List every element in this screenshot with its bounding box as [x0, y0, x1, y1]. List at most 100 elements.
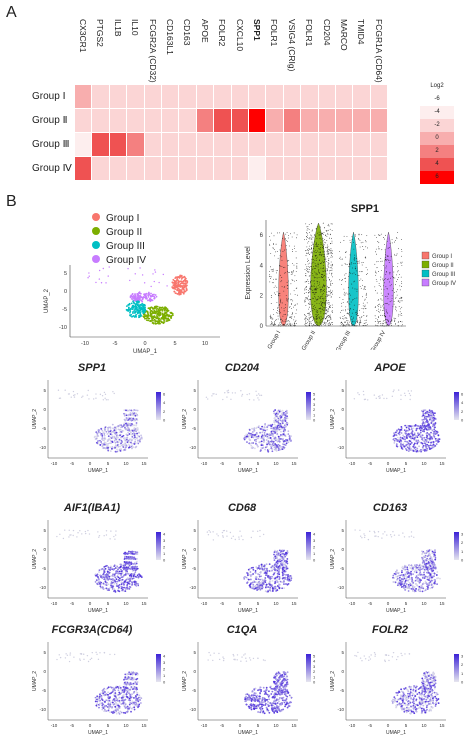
feature-point: [131, 551, 133, 553]
feature-point: [135, 409, 137, 411]
umap-point: [150, 320, 152, 322]
feature-point: [392, 531, 393, 532]
violin-point: [322, 302, 323, 303]
feature-point: [125, 428, 127, 430]
feature-point: [256, 444, 258, 446]
feature-point: [269, 578, 271, 580]
violin-point: [325, 304, 326, 305]
feature-point: [277, 563, 279, 565]
violin-point: [395, 309, 396, 310]
umap-legend-dot: [92, 241, 100, 249]
violin-point: [378, 304, 379, 305]
feature-x-tick: 15: [439, 461, 445, 466]
feature-point: [272, 430, 274, 432]
feature-point: [128, 551, 130, 553]
violin-point: [316, 310, 317, 311]
violin-point: [361, 271, 362, 272]
violin-point: [307, 269, 308, 270]
feature-point: [404, 432, 406, 434]
feature-point: [282, 438, 284, 440]
violin-point: [309, 323, 310, 324]
umap-point: [156, 313, 158, 315]
violin-point: [383, 304, 384, 305]
violin-point: [401, 297, 402, 298]
violin-point: [284, 250, 285, 251]
violin-point: [402, 324, 403, 325]
feature-point: [123, 422, 125, 424]
feature-point: [278, 561, 280, 563]
feature-point: [128, 428, 130, 430]
violin-point: [316, 300, 317, 301]
violin-point: [389, 273, 390, 274]
feature-point: [259, 568, 261, 570]
feature-point: [118, 590, 120, 592]
feature-point: [274, 551, 276, 553]
violin-point: [329, 320, 330, 321]
violin-point: [399, 298, 400, 299]
violin-point: [273, 282, 274, 283]
feature-y-tick: 0: [43, 407, 46, 412]
violin-point: [295, 305, 296, 306]
violin-point: [273, 325, 274, 326]
violin-point: [383, 321, 384, 322]
umap-legend-label: Group III: [106, 241, 145, 252]
violin-point: [319, 298, 320, 299]
violin-point: [321, 289, 322, 290]
violin-point: [313, 244, 314, 245]
feature-point: [431, 552, 433, 554]
violin-point: [384, 315, 385, 316]
violin-point: [310, 287, 311, 288]
heatmap-cell: [232, 157, 249, 181]
violin-point: [271, 321, 272, 322]
feature-point: [252, 567, 254, 569]
violin-point: [287, 282, 288, 283]
heatmap-cell: [336, 157, 353, 181]
violin-point: [387, 312, 388, 313]
feature-x-tick: -10: [51, 601, 58, 606]
violin-point: [292, 313, 293, 314]
violin-point: [349, 272, 350, 273]
feature-point: [254, 586, 256, 588]
feature-point: [400, 445, 402, 447]
violin-point: [274, 321, 275, 322]
violin-point: [316, 311, 317, 312]
feature-point: [280, 434, 282, 436]
umap-point: [163, 319, 165, 321]
violin-point: [307, 261, 308, 262]
feature-point: [413, 580, 415, 582]
violin-point: [344, 294, 345, 295]
violin-point: [285, 307, 286, 308]
violin-point: [366, 308, 367, 309]
feature-point: [208, 530, 209, 531]
feature-y-tick: -10: [189, 445, 196, 450]
violin-point: [330, 250, 331, 251]
violin-point: [309, 269, 310, 270]
feature-point: [428, 441, 430, 443]
umap-point: [158, 323, 160, 325]
violin-point: [325, 318, 326, 319]
violin-point: [386, 322, 387, 323]
violin-point: [402, 262, 403, 263]
heatmap-cell: [353, 109, 370, 133]
violin-point: [356, 244, 357, 245]
feature-point: [132, 567, 134, 569]
feature-point: [255, 570, 257, 572]
feature-point: [281, 550, 283, 552]
violin-point: [375, 315, 376, 316]
violin-point: [319, 255, 320, 256]
heatmap-cell: [179, 85, 196, 109]
feature-point: [410, 440, 412, 442]
violin-point: [296, 313, 297, 314]
feature-point: [113, 536, 114, 537]
feature-point: [114, 577, 116, 579]
violin-point: [398, 321, 399, 322]
violin-point: [318, 317, 319, 318]
feature-y-tick: 5: [341, 388, 344, 393]
violin-point: [296, 310, 297, 311]
feature-point: [290, 575, 292, 577]
umap-point: [158, 282, 159, 283]
violin-point: [311, 249, 312, 250]
feature-point: [404, 393, 405, 394]
